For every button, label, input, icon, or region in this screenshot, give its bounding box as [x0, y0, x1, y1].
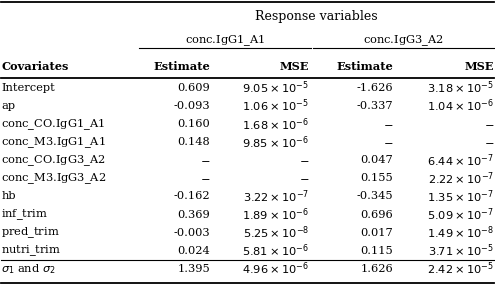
Text: nutri$\_$trim: nutri$\_$trim: [1, 243, 61, 258]
Text: 0.115: 0.115: [360, 246, 393, 256]
Text: -1.626: -1.626: [356, 83, 393, 93]
Text: $5.09\times 10^{-7}$: $5.09\times 10^{-7}$: [427, 206, 495, 223]
Text: $3.18\times 10^{-5}$: $3.18\times 10^{-5}$: [427, 80, 495, 96]
Text: $1.35\times 10^{-7}$: $1.35\times 10^{-7}$: [427, 188, 495, 205]
Text: conc.IgG3$\_$A2: conc.IgG3$\_$A2: [363, 33, 444, 48]
Text: $1.06\times 10^{-5}$: $1.06\times 10^{-5}$: [242, 98, 309, 114]
Text: 0.369: 0.369: [178, 209, 210, 219]
Text: conc$\_$CO.IgG3$\_$A2: conc$\_$CO.IgG3$\_$A2: [1, 153, 105, 168]
Text: -0.345: -0.345: [356, 192, 393, 201]
Text: $-$: $-$: [299, 173, 309, 183]
Text: Estimate: Estimate: [337, 61, 393, 72]
Text: MSE: MSE: [465, 61, 495, 72]
Text: $1.89\times 10^{-6}$: $1.89\times 10^{-6}$: [243, 206, 309, 223]
Text: 0.160: 0.160: [178, 119, 210, 129]
Text: $\sigma_1$ and $\sigma_2$: $\sigma_1$ and $\sigma_2$: [1, 262, 56, 276]
Text: MSE: MSE: [280, 61, 309, 72]
Text: conc$\_$CO.IgG1$\_$A1: conc$\_$CO.IgG1$\_$A1: [1, 117, 105, 132]
Text: $2.42\times 10^{-5}$: $2.42\times 10^{-5}$: [427, 260, 495, 277]
Text: Response variables: Response variables: [255, 10, 378, 23]
Text: 0.017: 0.017: [360, 228, 393, 238]
Text: $5.81\times 10^{-6}$: $5.81\times 10^{-6}$: [243, 242, 309, 259]
Text: $-$: $-$: [200, 155, 210, 165]
Text: conc$\_$M3.IgG1$\_$A1: conc$\_$M3.IgG1$\_$A1: [1, 135, 106, 150]
Text: conc.IgG1$\_$A1: conc.IgG1$\_$A1: [185, 33, 265, 48]
Text: -0.003: -0.003: [174, 228, 210, 238]
Text: $-$: $-$: [383, 119, 393, 129]
Text: -0.093: -0.093: [174, 101, 210, 111]
Text: 0.047: 0.047: [360, 155, 393, 165]
Text: conc$\_$M3.IgG3$\_$A2: conc$\_$M3.IgG3$\_$A2: [1, 171, 106, 186]
Text: inf$\_$trim: inf$\_$trim: [1, 207, 48, 222]
Text: $1.49\times 10^{-8}$: $1.49\times 10^{-8}$: [427, 224, 495, 241]
Text: $9.85\times 10^{-6}$: $9.85\times 10^{-6}$: [243, 134, 309, 151]
Text: 0.155: 0.155: [360, 173, 393, 183]
Text: $1.68\times 10^{-6}$: $1.68\times 10^{-6}$: [242, 116, 309, 132]
Text: ap: ap: [1, 101, 15, 111]
Text: pred$\_$trim: pred$\_$trim: [1, 225, 60, 240]
Text: $-$: $-$: [299, 155, 309, 165]
Text: $6.44\times 10^{-7}$: $6.44\times 10^{-7}$: [427, 152, 495, 169]
Text: $1.04\times 10^{-6}$: $1.04\times 10^{-6}$: [427, 98, 495, 114]
Text: $3.22\times 10^{-7}$: $3.22\times 10^{-7}$: [243, 188, 309, 205]
Text: $2.22\times 10^{-7}$: $2.22\times 10^{-7}$: [428, 170, 495, 187]
Text: $-$: $-$: [383, 137, 393, 147]
Text: $3.71\times 10^{-5}$: $3.71\times 10^{-5}$: [428, 242, 495, 259]
Text: hb: hb: [1, 192, 16, 201]
Text: 0.696: 0.696: [360, 209, 393, 219]
Text: -0.162: -0.162: [174, 192, 210, 201]
Text: 0.148: 0.148: [178, 137, 210, 147]
Text: Covariates: Covariates: [1, 61, 69, 72]
Text: Estimate: Estimate: [154, 61, 210, 72]
Text: 1.626: 1.626: [360, 264, 393, 274]
Text: $-$: $-$: [200, 173, 210, 183]
Text: $-$: $-$: [484, 137, 495, 147]
Text: $9.05\times 10^{-5}$: $9.05\times 10^{-5}$: [242, 80, 309, 96]
Text: $-$: $-$: [484, 119, 495, 129]
Text: $4.96\times 10^{-6}$: $4.96\times 10^{-6}$: [242, 260, 309, 277]
Text: 0.024: 0.024: [178, 246, 210, 256]
Text: Intercept: Intercept: [1, 83, 55, 93]
Text: -0.337: -0.337: [356, 101, 393, 111]
Text: 0.609: 0.609: [178, 83, 210, 93]
Text: 1.395: 1.395: [178, 264, 210, 274]
Text: $5.25\times 10^{-8}$: $5.25\times 10^{-8}$: [243, 224, 309, 241]
